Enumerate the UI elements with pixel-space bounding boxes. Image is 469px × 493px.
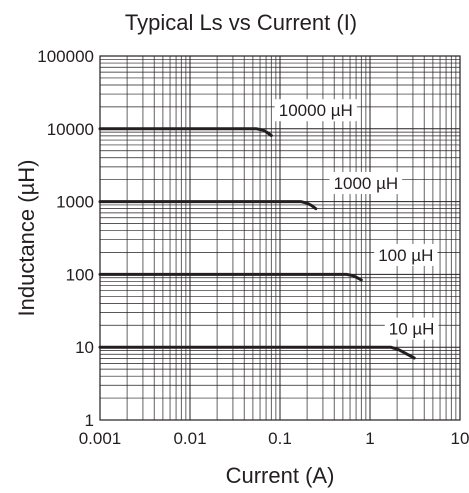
curves	[98, 127, 416, 360]
x-tick-labels: 0.001 0.01 0.1 1 10	[79, 429, 469, 448]
series-line-2	[98, 272, 363, 282]
x-tick-label: 10	[451, 429, 469, 448]
y-tick-label: 100	[66, 265, 94, 284]
series-line-1	[98, 200, 318, 211]
series-label-1: 1000 µH	[334, 174, 399, 193]
y-tick-label: 100000	[37, 47, 94, 66]
series-labels: 10000 µH 1000 µH 100 µH 10 µH	[274, 99, 439, 340]
x-axis-label: Current (A)	[226, 463, 335, 488]
series-label-bg	[374, 243, 438, 266]
series-label-bg	[274, 99, 357, 122]
y-tick-label: 10	[75, 338, 94, 357]
plot-frame	[99, 55, 461, 421]
x-tick-label: 0.001	[79, 429, 122, 448]
x-tick-label: 0.01	[173, 429, 206, 448]
series-label-bg	[384, 317, 439, 340]
y-tick-label: 1000	[56, 193, 94, 212]
grid	[99, 56, 460, 421]
series-label-0: 10000 µH	[279, 101, 353, 120]
series-label-2: 100 µH	[378, 246, 433, 265]
y-tick-label: 1	[85, 411, 94, 430]
y-tick-labels: 1 10 100 1000 10000 100000	[37, 47, 94, 430]
series-label-3: 10 µH	[389, 320, 435, 339]
x-tick-label: 0.1	[268, 429, 292, 448]
series-line-3	[98, 345, 416, 360]
series-line-0	[98, 127, 273, 137]
series-label-bg	[329, 172, 403, 195]
y-tick-label: 10000	[47, 120, 94, 139]
chart-title: Typical Ls vs Current (I)	[125, 10, 357, 35]
x-tick-label: 1	[365, 429, 374, 448]
y-axis-label: Inductance (µH)	[14, 160, 39, 317]
